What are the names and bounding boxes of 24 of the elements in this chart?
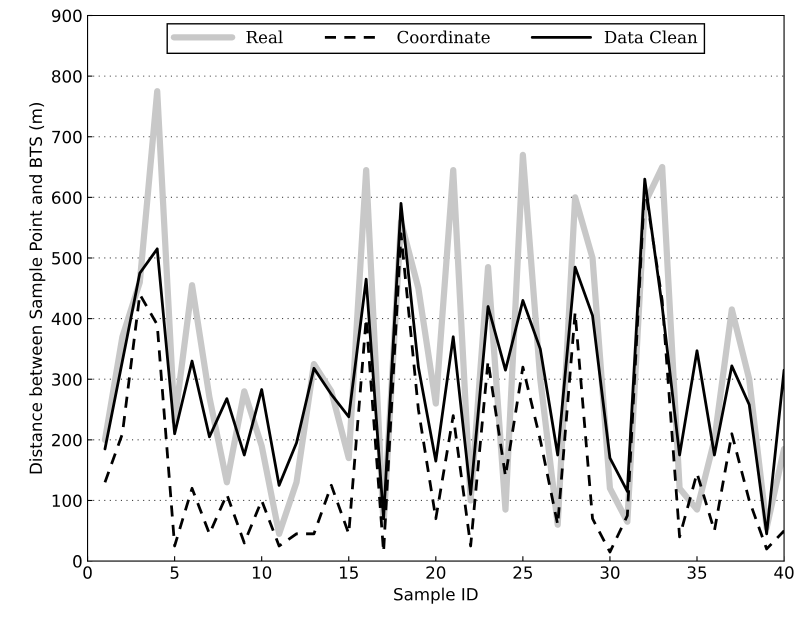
y-tick-label: 300 <box>52 373 82 386</box>
y-tick-label: 400 <box>52 312 82 326</box>
y-tick-label: 600 <box>52 191 82 204</box>
x-tick-label: 35 <box>688 566 706 579</box>
y-axis-title: Distance between Sample Point and BTS (m) <box>29 103 46 474</box>
legend-label: Coordinate <box>397 30 490 44</box>
x-tick-label: 30 <box>600 566 620 579</box>
x-tick-label: 25 <box>513 566 532 579</box>
y-tick-label: 0 <box>73 555 82 568</box>
y-tick-label: 100 <box>52 494 82 508</box>
y-tick-label: 900 <box>52 9 82 22</box>
x-axis-title: Sample ID <box>394 588 478 604</box>
x-tick-label: 20 <box>426 566 446 579</box>
x-tick-label: 40 <box>774 566 794 579</box>
x-tick-label: 15 <box>340 566 358 579</box>
y-tick-label: 800 <box>52 70 82 83</box>
legend-label: Real <box>246 30 283 44</box>
x-tick-label: 0 <box>83 566 92 579</box>
y-tick-label: 200 <box>52 434 82 446</box>
y-tick-label: 500 <box>52 252 82 265</box>
legend-label: Data Clean <box>604 30 698 44</box>
x-tick-label: 10 <box>252 566 272 579</box>
y-tick-label: 700 <box>52 130 82 144</box>
x-tick-label: 5 <box>170 566 178 579</box>
